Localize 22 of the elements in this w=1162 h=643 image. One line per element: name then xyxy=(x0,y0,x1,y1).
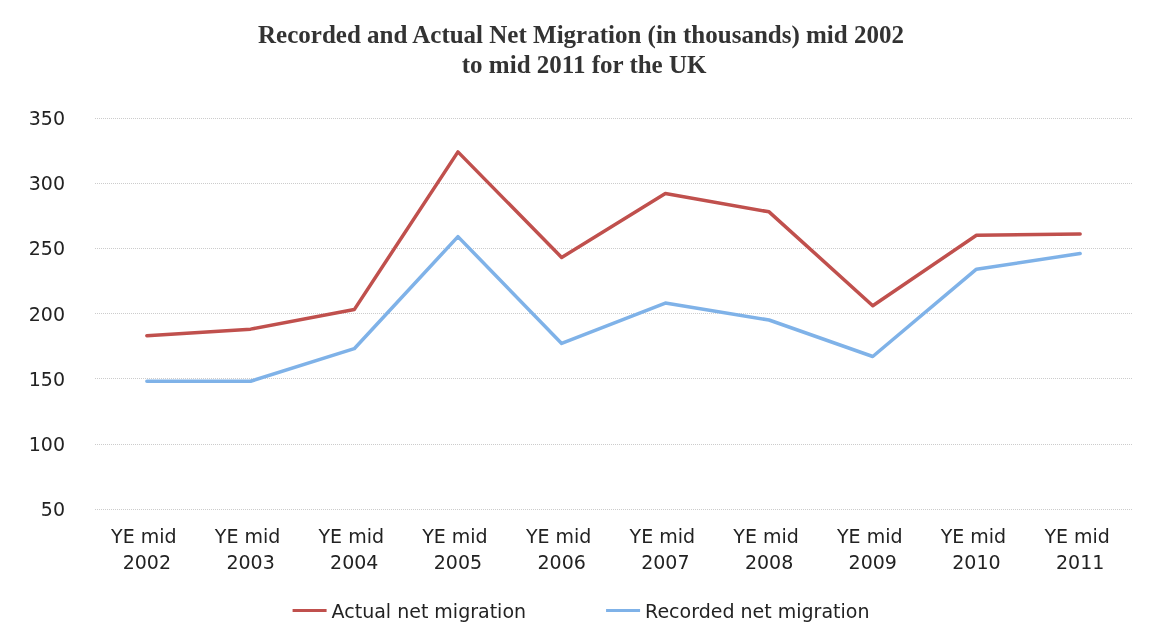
y-tick-label: 250 xyxy=(28,237,65,260)
x-tick-label: YE mid 2006 xyxy=(524,525,598,573)
y-tick-label: 150 xyxy=(28,367,65,390)
line-series xyxy=(145,150,1082,338)
line-series xyxy=(145,234,1082,384)
x-tick-label: YE mid 2005 xyxy=(421,525,494,573)
x-tick-label: YE mid 2009 xyxy=(835,525,909,573)
y-tick-label: 100 xyxy=(28,432,65,455)
y-tick-label: 200 xyxy=(28,302,65,325)
legend-label: Recorded net migration xyxy=(645,599,870,622)
y-tick-label: 50 xyxy=(40,498,65,520)
x-tick-label: YE mid 2011 xyxy=(1043,525,1116,573)
x-tick-label: YE mid 2002 xyxy=(110,525,183,573)
x-tick-label: YE mid 2010 xyxy=(939,525,1013,573)
x-tick-label: YE mid 2004 xyxy=(317,525,391,573)
chart-title: Recorded and Actual Net Migration (in thousands) mid 2002 to mid 2011 for the UK xyxy=(258,20,904,78)
x-tick-label: YE mid 2007 xyxy=(628,525,702,573)
x-tick-label: YE mid 2008 xyxy=(732,525,805,573)
y-tick-label: 350 xyxy=(28,107,65,129)
x-tick-label: YE mid 2003 xyxy=(213,525,287,573)
legend-label: Actual net migration xyxy=(331,599,527,622)
y-tick-label: 300 xyxy=(28,172,65,195)
